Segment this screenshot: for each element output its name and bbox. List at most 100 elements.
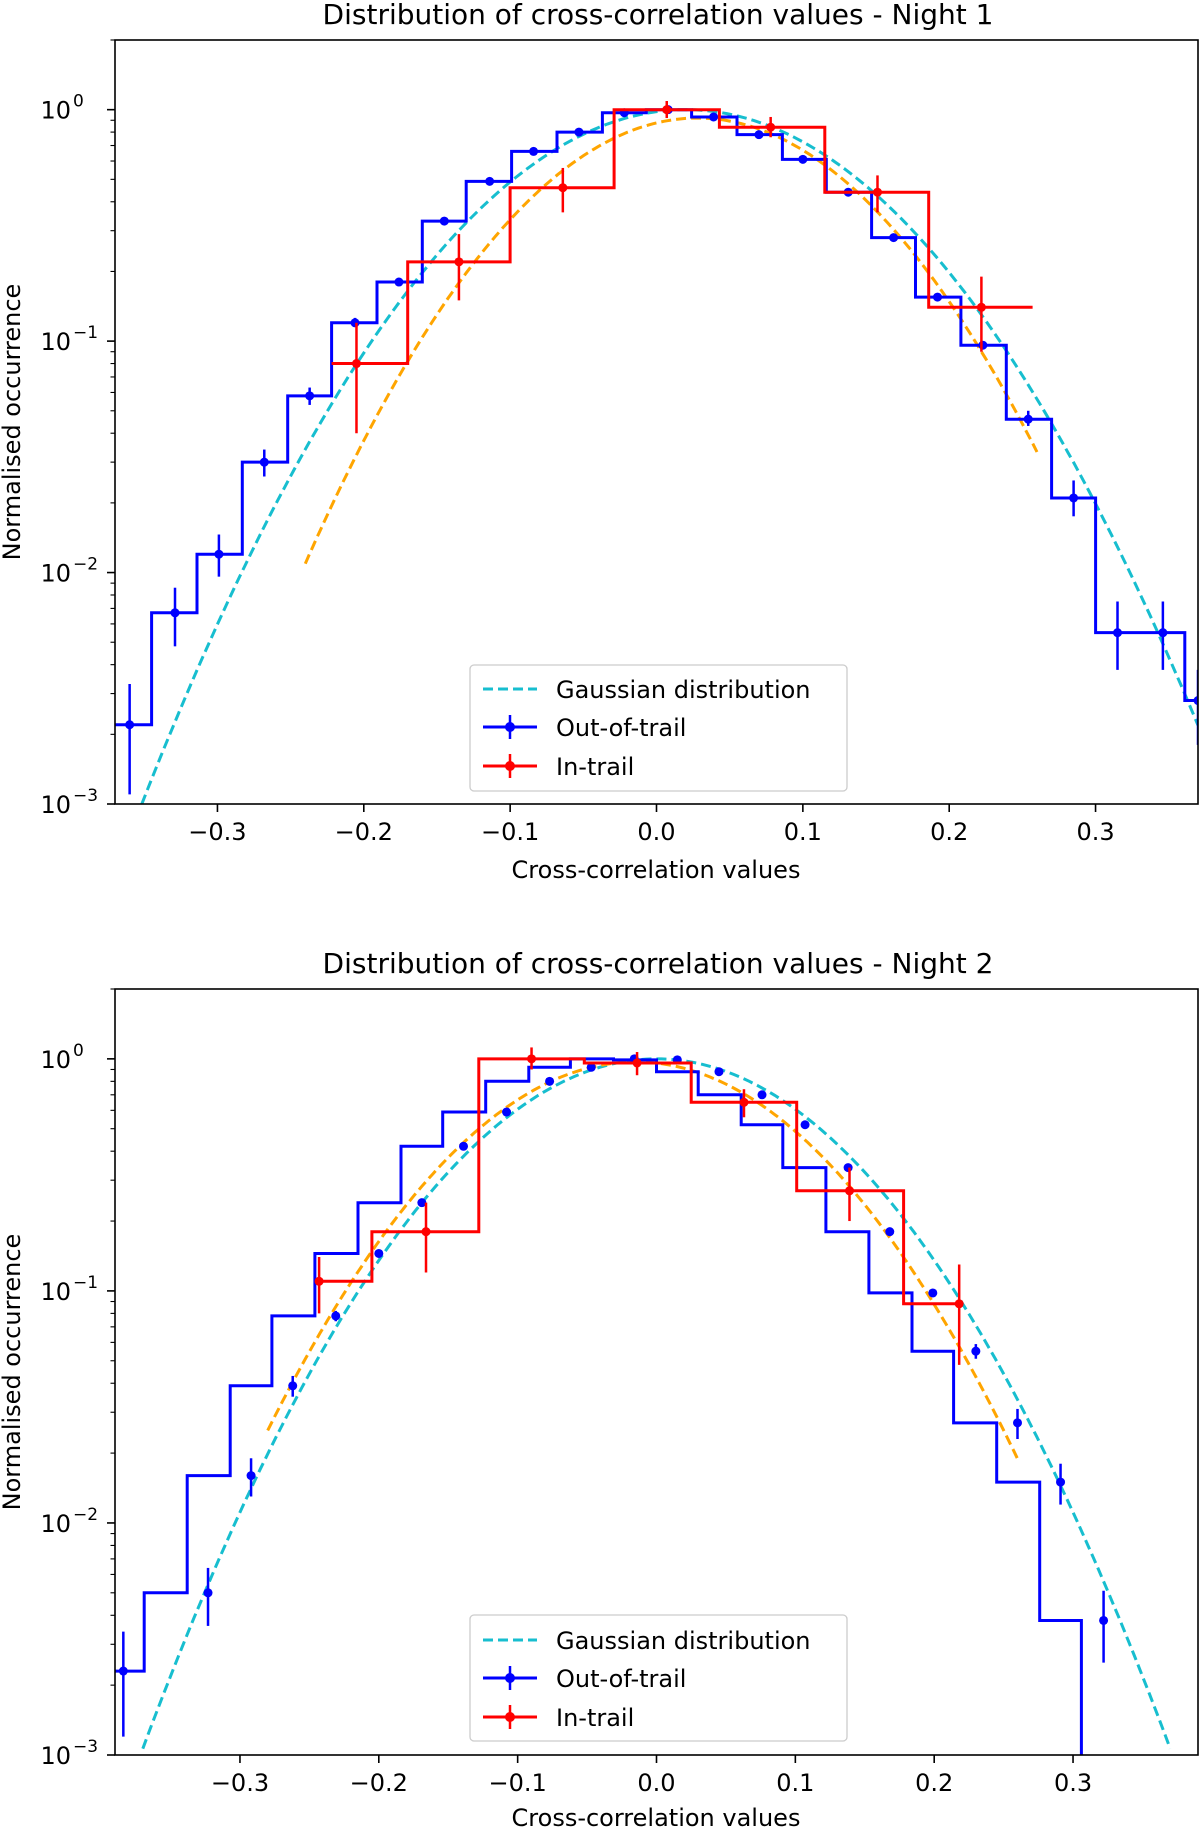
y-tick-exponent: −3 <box>73 1737 98 1757</box>
out-of-trail-point <box>545 1076 555 1086</box>
chart-series-group <box>115 101 1198 804</box>
in-trail-point <box>739 1097 749 1107</box>
plot-area <box>115 1047 1193 1811</box>
in-trail-point <box>632 1058 642 1068</box>
y-tick-exponent: −1 <box>73 323 98 343</box>
out-of-trail-point <box>1099 1615 1109 1625</box>
out-of-trail-point <box>800 1120 810 1130</box>
x-tick-label: 0.3 <box>1054 1769 1092 1797</box>
out-of-trail-point <box>246 1471 256 1481</box>
y-tick-exponent: −2 <box>73 555 98 575</box>
out-of-trail-point <box>843 1163 853 1173</box>
y-tick-exponent: 0 <box>73 1041 84 1061</box>
out-of-trail-point <box>394 277 404 287</box>
out-of-trail-point <box>1056 1477 1066 1487</box>
in-trail-step-line <box>331 108 1033 365</box>
legend: Gaussian distribution Out-of-trail In-tr… <box>469 1614 848 1742</box>
in-trail-fit-curve <box>266 1060 1019 1460</box>
out-of-trail-point <box>118 1666 128 1676</box>
y-tick-label: 10 <box>40 1510 71 1538</box>
x-tick-label: 0.0 <box>637 818 675 846</box>
legend-in-trail-marker <box>505 1712 515 1722</box>
legend-out-of-trail-label: Out-of-trail <box>556 1665 686 1693</box>
out-of-trail-point <box>259 457 269 467</box>
out-of-trail-point <box>978 340 988 350</box>
out-of-trail-point <box>586 1062 596 1072</box>
out-of-trail-point <box>1113 628 1123 638</box>
out-of-trail-point <box>170 608 180 618</box>
out-of-trail-point <box>1013 1418 1022 1428</box>
x-tick-label: −0.1 <box>489 1769 547 1797</box>
in-trail-step-line <box>314 1057 960 1306</box>
legend-gaussian-label: Gaussian distribution <box>556 1627 811 1655</box>
legend-in-trail-label: In-trail <box>556 753 634 781</box>
out-of-trail-point <box>1158 628 1168 638</box>
out-of-trail-point <box>709 112 719 122</box>
out-of-trail-point <box>1193 696 1198 706</box>
x-tick-label: 0.2 <box>930 818 968 846</box>
out-of-trail-point <box>1141 1802 1150 1811</box>
out-of-trail-point <box>214 549 224 559</box>
out-of-trail-step-line <box>115 1057 1083 1755</box>
in-trail-fit-curve <box>303 116 1039 565</box>
in-trail-point <box>421 1227 431 1237</box>
in-trail-point <box>954 1299 964 1309</box>
legend: Gaussian distribution Out-of-trail In-tr… <box>469 664 848 792</box>
in-trail-point <box>766 122 776 132</box>
y-tick-exponent: −3 <box>73 786 98 806</box>
y-axis-label: Normalised occurrence <box>0 1234 26 1511</box>
out-of-trail-point <box>203 1588 213 1598</box>
x-tick-label: 0.0 <box>637 1769 675 1797</box>
out-of-trail-point <box>757 1090 767 1100</box>
in-trail-point <box>351 359 361 369</box>
out-of-trail-point <box>288 1381 298 1391</box>
gaussian-curve <box>140 108 1198 804</box>
x-tick-label: −0.3 <box>211 1769 269 1797</box>
out-of-trail-point <box>529 146 539 156</box>
in-trail-point <box>558 183 568 193</box>
x-tick-label: 0.3 <box>1076 818 1114 846</box>
chart-series-group <box>115 1047 1193 1811</box>
out-of-trail-point <box>754 130 764 140</box>
in-trail-point <box>872 187 882 197</box>
out-of-trail-point <box>1184 1802 1193 1811</box>
chart-night-2: Distribution of cross-correlation values… <box>0 947 1199 1830</box>
in-trail-point <box>314 1276 324 1286</box>
out-of-trail-point <box>574 127 584 137</box>
out-of-trail-step-line <box>115 108 1198 727</box>
out-of-trail-point <box>714 1067 724 1077</box>
out-of-trail-point <box>932 292 942 302</box>
y-tick-label: 10 <box>40 97 71 125</box>
out-of-trail-point <box>885 1227 895 1237</box>
out-of-trail-point <box>459 1141 469 1151</box>
y-tick-label: 10 <box>40 328 71 356</box>
out-of-trail-point <box>1023 414 1033 424</box>
legend-in-trail-label: In-trail <box>556 1704 634 1732</box>
x-tick-label: 0.1 <box>776 1769 814 1797</box>
out-of-trail-point <box>417 1198 427 1208</box>
legend-frame <box>469 664 848 792</box>
plot-area <box>115 101 1198 804</box>
x-tick-label: −0.2 <box>335 818 393 846</box>
x-tick-label: −0.1 <box>481 818 539 846</box>
y-tick-label: 10 <box>40 1046 71 1074</box>
legend-out-of-trail-marker <box>505 1673 515 1683</box>
out-of-trail-point <box>971 1346 981 1356</box>
in-trail-point <box>844 1186 854 1196</box>
legend-gaussian-label: Gaussian distribution <box>556 676 811 704</box>
out-of-trail-point <box>928 1288 938 1298</box>
y-tick-exponent: 0 <box>73 92 84 112</box>
out-of-trail-point <box>889 233 899 243</box>
in-trail-point <box>527 1054 537 1064</box>
x-tick-label: −0.2 <box>350 1769 408 1797</box>
x-tick-label: 0.2 <box>915 1769 953 1797</box>
out-of-trail-point <box>1069 493 1079 503</box>
legend-out-of-trail-label: Out-of-trail <box>556 714 686 742</box>
chart-night-1: Distribution of cross-correlation values… <box>0 0 1199 884</box>
out-of-trail-point <box>374 1248 384 1258</box>
out-of-trail-point <box>331 1311 341 1321</box>
x-tick-label: −0.3 <box>188 818 246 846</box>
y-tick-label: 10 <box>40 1278 71 1306</box>
